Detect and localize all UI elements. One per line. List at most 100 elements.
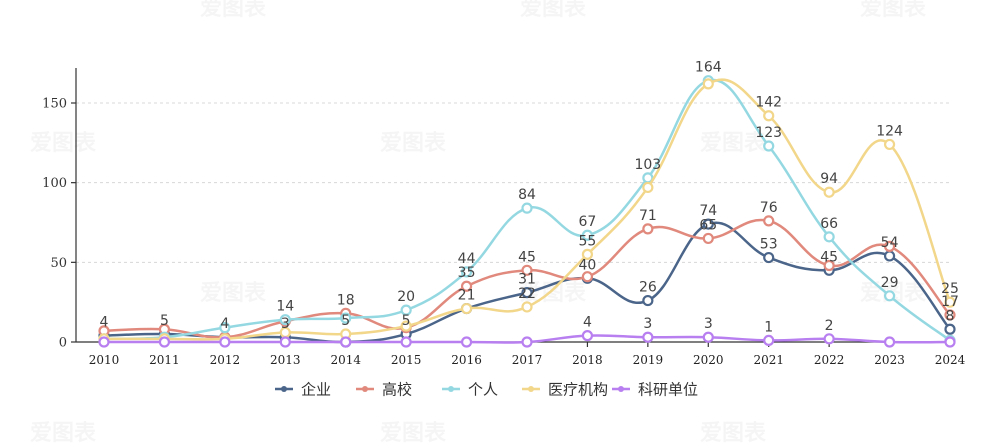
grid-lines — [76, 102, 952, 263]
data-point — [642, 223, 654, 235]
legend-item[interactable]: 高校 — [356, 381, 412, 399]
data-label: 21 — [458, 288, 476, 304]
legend-item[interactable]: 科研单位 — [612, 381, 698, 399]
data-label: 14 — [276, 299, 294, 315]
data-label: 5 — [341, 313, 350, 329]
data-label: 45 — [518, 249, 536, 265]
data-point — [763, 110, 775, 122]
y-tick-label: 0 — [59, 336, 67, 351]
data-point — [400, 320, 412, 332]
data-point — [340, 336, 352, 348]
data-label: 17 — [941, 294, 959, 310]
data-label: 67 — [579, 214, 597, 230]
data-point — [944, 309, 956, 321]
data-label: 71 — [639, 208, 657, 224]
x-tick-label: 2021 — [753, 353, 784, 367]
legend-label: 高校 — [382, 381, 412, 399]
series-line — [103, 78, 951, 342]
y-tick-label: 100 — [42, 176, 67, 191]
legend-marker-icon — [618, 386, 624, 392]
data-point — [823, 231, 835, 243]
data-point — [763, 140, 775, 152]
data-point — [219, 322, 231, 334]
data-label: 26 — [639, 280, 657, 296]
watermark-text: 爱图表 — [860, 0, 927, 21]
x-tick-label: 2017 — [512, 353, 543, 367]
data-label: 4 — [583, 315, 592, 331]
data-label: 55 — [579, 233, 597, 249]
data-point — [521, 264, 533, 276]
data-label: 54 — [881, 235, 899, 251]
data-point — [460, 302, 473, 315]
data-point — [944, 296, 956, 308]
watermark-text: 爱图表 — [200, 281, 267, 306]
x-tick-label: 2022 — [814, 353, 845, 367]
x-tick-label: 2024 — [935, 353, 966, 367]
legend-marker-icon — [281, 386, 287, 392]
data-point — [279, 336, 291, 348]
data-labels: 4 5 3 5314026745345548418354571657617142044… — [100, 60, 959, 336]
legend-item[interactable]: 企业 — [275, 381, 331, 399]
data-label: 84 — [518, 187, 536, 203]
x-tick-label: 2010 — [89, 353, 120, 367]
legend-label: 科研单位 — [638, 381, 698, 399]
x-tick-label: 2019 — [633, 353, 664, 367]
data-point — [460, 280, 473, 292]
data-label: 66 — [820, 216, 838, 232]
x-tick-label: 2018 — [572, 353, 603, 367]
y-tick-label: 50 — [50, 256, 67, 271]
series-4 — [98, 330, 956, 348]
data-label: 74 — [699, 203, 717, 219]
data-point — [279, 314, 291, 326]
data-point — [883, 250, 896, 262]
data-point — [883, 336, 896, 348]
data-point — [702, 232, 714, 245]
legend-item[interactable]: 个人 — [442, 381, 498, 399]
watermark-text: 爱图表 — [30, 421, 97, 444]
data-point — [521, 336, 533, 348]
data-point — [219, 336, 231, 348]
x-tick-label: 2013 — [270, 353, 301, 367]
watermark-text: 爱图表 — [380, 131, 447, 156]
data-label: 124 — [876, 123, 903, 139]
x-tick-label: 2012 — [210, 353, 241, 367]
data-point — [883, 240, 896, 252]
data-point — [400, 336, 412, 348]
y-tick-label: 150 — [42, 97, 67, 112]
data-point — [581, 330, 594, 342]
data-point — [823, 186, 835, 198]
data-point — [642, 181, 654, 194]
series-line — [103, 221, 951, 344]
data-label: 22 — [518, 286, 536, 302]
x-tick-label: 2014 — [330, 353, 361, 367]
data-label: 3 — [643, 316, 652, 332]
data-point — [763, 215, 775, 227]
legend-item[interactable]: 医疗机构 — [522, 381, 608, 399]
x-tick-label: 2020 — [693, 353, 724, 367]
data-label: 5 — [402, 313, 411, 329]
data-label: 3 — [281, 316, 290, 332]
data-point — [400, 304, 412, 316]
series-layer — [98, 75, 956, 348]
data-label: 2 — [825, 318, 834, 334]
data-point — [98, 336, 110, 348]
data-label: 29 — [881, 275, 899, 291]
legend: 企业 高校 个人 医疗机构 科研单位 — [275, 381, 698, 399]
data-point — [581, 271, 594, 283]
data-label: 3 — [704, 316, 713, 332]
data-point — [944, 336, 956, 348]
data-label: 4 — [100, 315, 109, 331]
data-point — [763, 334, 775, 347]
data-point — [521, 301, 533, 313]
legend-marker-icon — [528, 386, 534, 392]
data-point — [642, 331, 654, 343]
data-label: 4 — [220, 316, 229, 332]
data-point — [158, 336, 171, 348]
legend-marker-icon — [362, 386, 368, 392]
data-label: 65 — [699, 217, 717, 233]
data-label: 8 — [946, 308, 955, 324]
data-label: 31 — [518, 272, 536, 288]
data-label: 76 — [760, 200, 778, 216]
data-label: 123 — [755, 125, 782, 141]
